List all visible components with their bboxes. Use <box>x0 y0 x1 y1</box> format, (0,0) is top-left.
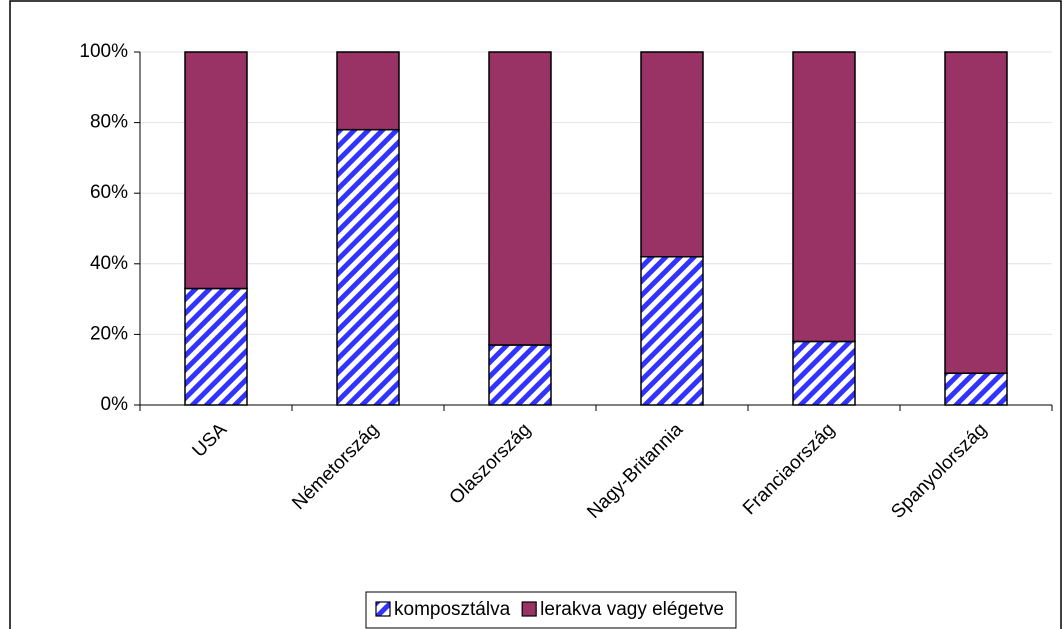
bar-segment <box>488 344 552 406</box>
y-tick-label: 80% <box>90 112 128 133</box>
bar-segment <box>792 340 856 406</box>
legend-swatch <box>521 601 537 617</box>
y-tick-label: 40% <box>90 253 128 274</box>
legend-label: komposztálva <box>394 599 511 620</box>
bar-segment <box>336 128 400 406</box>
bar-segment <box>336 51 400 131</box>
bar-segment <box>792 51 856 343</box>
bar-segment <box>944 372 1008 406</box>
bar-segment <box>640 51 704 258</box>
bar-segment <box>640 255 704 406</box>
y-tick-label: 100% <box>79 41 128 62</box>
legend-box <box>365 591 737 629</box>
y-tick-label: 0% <box>101 394 129 415</box>
bar-segment <box>944 51 1008 374</box>
legend-label: lerakva vagy elégetve <box>540 599 724 620</box>
legend: komposztálva lerakva vagy elégetve <box>365 591 737 629</box>
legend-swatch <box>375 601 391 617</box>
bar-segment <box>488 51 552 346</box>
bar-segment <box>184 287 248 406</box>
bar-segment <box>184 51 248 290</box>
y-tick-label: 20% <box>90 323 128 344</box>
y-tick-label: 60% <box>90 182 128 203</box>
